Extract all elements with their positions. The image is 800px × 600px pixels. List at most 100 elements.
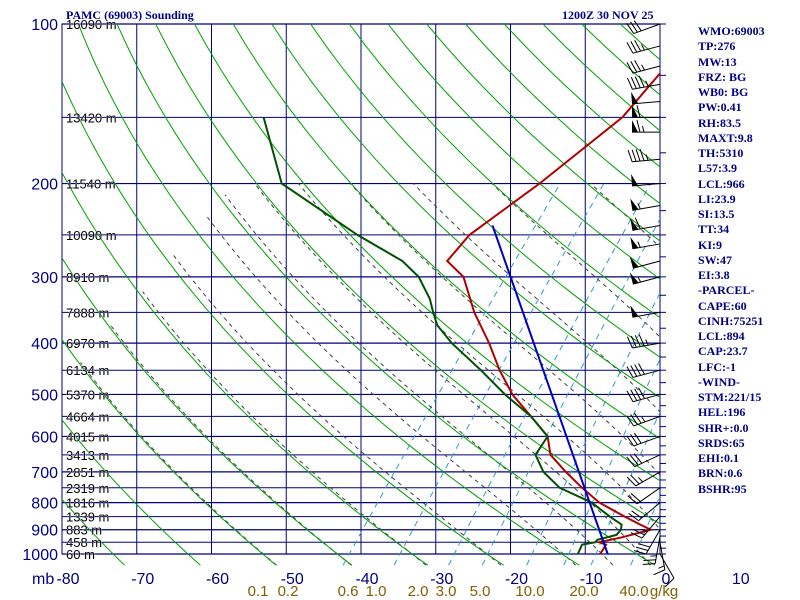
mixing-ratio-line (393, 183, 605, 566)
barb-stroke (641, 528, 648, 533)
barb-stroke (637, 241, 641, 248)
dry-adiabat-line (783, 0, 800, 565)
wind-barb (626, 387, 661, 403)
wind-barb (629, 272, 661, 285)
barb-stroke (626, 476, 637, 487)
height-label: 13420 m (66, 110, 117, 125)
x-tick-label: -70 (131, 571, 154, 588)
mixing-ratio-label: g/kg (650, 583, 678, 600)
barb-stroke (632, 65, 661, 74)
wind-barb (631, 91, 661, 105)
height-label: 4015 m (66, 429, 109, 444)
index-item: MW:13 (698, 54, 737, 69)
mixing-ratio-label: 0.6 (338, 583, 359, 600)
wind-barb (630, 236, 661, 250)
barb-flag (631, 174, 639, 186)
index-item: RH:83.5 (698, 115, 741, 130)
pressure-label: 1000 (22, 547, 58, 564)
height-label: 5370 m (66, 387, 109, 402)
height-label: 1339 m (66, 510, 109, 525)
chart-datetime: 1200Z 30 NOV 25 (562, 8, 654, 22)
index-item: FRZ: BG (698, 69, 747, 84)
dry-adiabat-line (348, 24, 660, 319)
chart-title: PAMC (69003) Sounding (66, 8, 194, 22)
index-item: CINH:75251 (698, 313, 764, 328)
moist-adiabats (80, 183, 660, 566)
index-item: SRDS:65 (698, 435, 745, 450)
barb-stroke (627, 495, 638, 505)
moist-adiabat-line (142, 291, 427, 566)
moist-adiabat-line (298, 183, 660, 531)
mixing-ratio-line (526, 291, 660, 566)
barb-stroke (634, 60, 642, 72)
pressure-label: 200 (31, 177, 58, 194)
barb-stroke (630, 41, 638, 53)
index-item: -PARCEL- (698, 283, 755, 298)
barb-stroke (633, 432, 642, 444)
barb-stroke (626, 456, 636, 467)
pressure-label: 600 (31, 429, 58, 446)
wind-barb (626, 60, 661, 74)
wind-barb (630, 516, 661, 539)
index-item: BSHR:95 (698, 481, 747, 496)
barb-stroke (634, 388, 642, 400)
barb-stroke (627, 149, 633, 162)
wind-barb (626, 471, 661, 487)
barb-stroke (641, 44, 645, 51)
x-tick-label: -50 (281, 571, 304, 588)
index-item: LCL:966 (698, 176, 745, 191)
barb-flag (631, 91, 639, 104)
height-label: 2319 m (66, 481, 109, 496)
wind-barb (642, 535, 661, 565)
barb-stroke (633, 20, 642, 32)
x-tick-label: -40 (355, 571, 378, 588)
wind-barb (626, 363, 661, 378)
height-label: 60 m (66, 547, 95, 562)
mixing-ratio-line (760, 184, 800, 566)
barb-stroke (631, 149, 637, 162)
height-label: 6134 m (66, 363, 109, 378)
barb-stroke (626, 23, 635, 34)
dry-adiabat-line (193, 24, 660, 482)
x-tick-label: -10 (580, 571, 603, 588)
wind-barb (626, 20, 661, 35)
moist-adiabat-line (205, 215, 576, 566)
x-tick-label: 10 (732, 571, 750, 588)
barb-stroke (638, 75, 645, 88)
wind-barb (626, 412, 661, 427)
barb-stroke (645, 529, 661, 555)
barb-stroke (642, 126, 645, 133)
isobar-isotherm-grid (61, 23, 666, 555)
barb-stroke (630, 493, 641, 502)
barb-stroke (638, 363, 645, 375)
height-label: 2851 m (66, 465, 109, 480)
barb-flag (630, 305, 639, 318)
wind-barb (627, 487, 661, 505)
barb-stroke (643, 559, 656, 562)
index-item: BRN:0.6 (698, 466, 743, 481)
barb-stroke (659, 542, 666, 570)
barb-stroke (632, 342, 661, 349)
pressure-label: 100 (31, 17, 58, 34)
barb-stroke (664, 577, 675, 588)
index-item: TH:5310 (698, 146, 744, 160)
wind-barbs (626, 20, 675, 588)
x-tick-label: -80 (56, 571, 79, 588)
moist-adiabat-line (590, 183, 660, 248)
parcel-profile (491, 225, 609, 555)
index-item: TT:34 (698, 222, 730, 237)
barb-flag (629, 272, 639, 285)
index-item: L57:3.9 (698, 161, 737, 176)
barb-stroke (631, 510, 642, 519)
barb-stroke (626, 435, 635, 447)
barb-stroke (630, 389, 638, 401)
barb-flag (632, 105, 638, 118)
dry-adiabat-line (62, 498, 125, 566)
barb-stroke (635, 471, 661, 487)
barb-stroke (642, 563, 656, 565)
barb-stroke (633, 412, 642, 424)
barb-stroke (630, 77, 637, 89)
mixing-ratio-label: 1.0 (366, 583, 387, 600)
